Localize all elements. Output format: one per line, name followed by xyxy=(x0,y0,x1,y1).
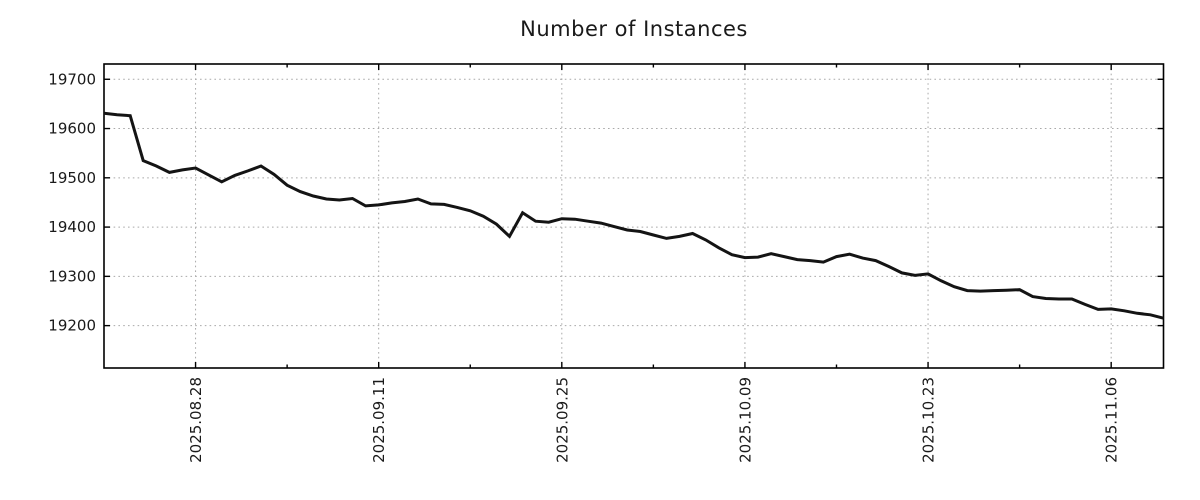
x-axis-label: 2025.09.11 xyxy=(370,377,388,463)
x-axis-label: 2025.08.28 xyxy=(187,377,205,463)
y-axis-label: 19300 xyxy=(48,267,96,285)
y-axis-label: 19400 xyxy=(48,218,96,236)
series-line xyxy=(103,111,1164,320)
chart-title: Number of Instances xyxy=(520,17,748,41)
plot-border xyxy=(103,63,1165,369)
y-axis-label: 19200 xyxy=(48,317,96,335)
x-axis-label: 2025.10.09 xyxy=(736,377,754,463)
y-axis-label: 19500 xyxy=(48,169,96,187)
x-axis-label: 2025.11.06 xyxy=(1103,377,1121,463)
x-axis-label: 2025.09.25 xyxy=(553,377,571,463)
y-axis-label: 19700 xyxy=(48,70,96,88)
x-axis-label: 2025.10.23 xyxy=(920,377,938,463)
y-axis-label: 19600 xyxy=(48,120,96,138)
